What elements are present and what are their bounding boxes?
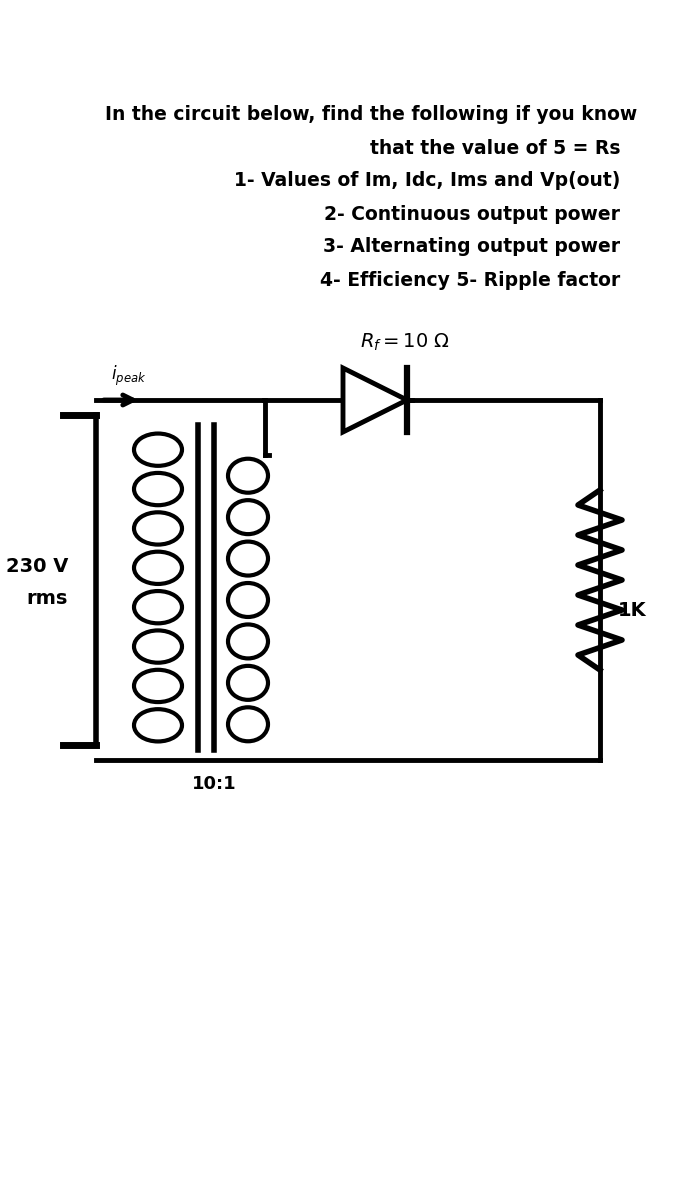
Text: that the value of 5 = Rs: that the value of 5 = Rs xyxy=(369,138,620,157)
Text: 1- Values of Im, Idc, Ims and Vp(out): 1- Values of Im, Idc, Ims and Vp(out) xyxy=(234,172,620,191)
Text: $R_f = 10\ \Omega$: $R_f = 10\ \Omega$ xyxy=(360,331,450,353)
Text: rms: rms xyxy=(26,588,68,607)
Polygon shape xyxy=(343,368,407,432)
Text: 2- Continuous output power: 2- Continuous output power xyxy=(324,204,620,223)
Text: In the circuit below, find the following if you know: In the circuit below, find the following… xyxy=(105,106,637,125)
Text: $i_{peak}$: $i_{peak}$ xyxy=(111,364,146,388)
Text: 1K: 1K xyxy=(618,600,647,619)
Text: 3- Alternating output power: 3- Alternating output power xyxy=(323,238,620,257)
Text: 10:1: 10:1 xyxy=(192,775,236,793)
Text: 4- Efficiency 5- Ripple factor: 4- Efficiency 5- Ripple factor xyxy=(320,270,620,289)
Text: 230 V: 230 V xyxy=(5,557,68,576)
